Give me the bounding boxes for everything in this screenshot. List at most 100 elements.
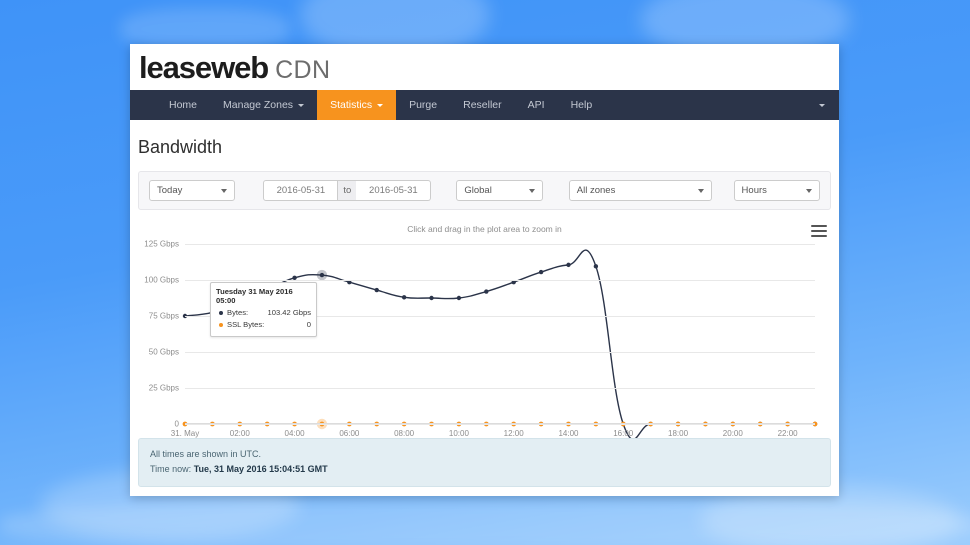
region-select-value: Global — [464, 185, 492, 196]
chart-x-tick-label: 06:00 — [339, 429, 360, 438]
chart-tooltip: Tuesday 31 May 2016 05:00 Bytes: 103.42 … — [210, 282, 317, 337]
chart-data-point[interactable] — [566, 262, 571, 268]
bandwidth-chart: Click and drag in the plot area to zoom … — [138, 222, 831, 466]
logo-leaseweb: leaseweb — [139, 50, 269, 85]
footer-time-now-value: Tue, 31 May 2016 15:04:51 GMT — [193, 464, 328, 474]
zones-select-value: All zones — [576, 185, 616, 196]
chart-data-point[interactable] — [374, 287, 379, 293]
logo[interactable]: leaseweb CDN — [137, 52, 839, 83]
nav-item-statistics[interactable]: Statistics — [317, 90, 397, 120]
chart-gridline — [185, 352, 815, 353]
chart-y-tick-label: 50 Gbps — [148, 347, 179, 357]
chart-x-tick-label: 04:00 — [284, 429, 305, 438]
region-select[interactable]: Global — [456, 180, 543, 201]
nav-label: Reseller — [463, 99, 502, 111]
chevron-down-icon — [221, 188, 228, 193]
timezone-footer: All times are shown in UTC. Time now: Tu… — [138, 438, 831, 487]
chart-data-point[interactable] — [593, 264, 599, 269]
nav-label: Statistics — [330, 99, 373, 111]
chevron-down-icon — [298, 103, 305, 107]
browser-window: leaseweb CDN Home Manage Zones Statistic… — [130, 44, 839, 496]
main-navigation: Home Manage Zones Statistics Purge Resel… — [130, 90, 839, 120]
nav-item-manage-zones[interactable]: Manage Zones — [210, 90, 317, 120]
tooltip-row-bytes: Bytes: 103.42 Gbps — [216, 307, 311, 319]
filter-toolbar: Today 2016-05-31 to 2016-05-31 Global Al… — [138, 171, 831, 210]
logo-cdn: CDN — [275, 56, 331, 84]
chevron-down-icon — [819, 103, 825, 107]
nav-item-reseller[interactable]: Reseller — [450, 90, 515, 120]
chart-subtitle: Click and drag in the plot area to zoom … — [407, 224, 562, 234]
chart-data-point[interactable] — [511, 279, 516, 285]
chart-gridline — [185, 244, 815, 245]
chart-gridline — [185, 424, 815, 425]
chart-data-point[interactable] — [292, 275, 297, 281]
nav-item-help[interactable]: Help — [558, 90, 606, 120]
chevron-down-icon — [805, 188, 812, 193]
chart-line-bytes — [184, 249, 816, 440]
nav-label: Manage Zones — [223, 99, 294, 111]
chevron-down-icon — [528, 188, 535, 193]
chart-gridline — [185, 316, 815, 317]
chevron-down-icon — [697, 188, 704, 193]
nav-account-toggle[interactable] — [814, 90, 825, 120]
chart-data-point[interactable] — [484, 289, 489, 294]
nav-label: Purge — [409, 99, 438, 111]
period-select[interactable]: Today — [149, 180, 236, 201]
nav-item-home[interactable]: Home — [156, 90, 210, 120]
chart-y-tick-label: 0 — [174, 419, 179, 429]
chart-data-point[interactable] — [812, 421, 818, 427]
chart-gridline — [185, 388, 815, 389]
chart-x-tick-label: 10:00 — [448, 429, 469, 438]
chart-data-point[interactable] — [401, 295, 407, 300]
footer-utc-note: All times are shown in UTC. — [150, 449, 262, 459]
chart-x-tick-label: 31. May — [170, 429, 200, 438]
chart-data-point[interactable] — [319, 272, 325, 278]
zones-select[interactable]: All zones — [568, 180, 712, 201]
chart-data-point[interactable] — [456, 295, 462, 301]
chart-y-tick-label: 75 Gbps — [148, 311, 179, 321]
series-color-dot — [219, 323, 223, 327]
date-range-group: 2016-05-31 to 2016-05-31 — [263, 180, 432, 201]
date-to-input[interactable]: 2016-05-31 — [356, 180, 432, 201]
tooltip-value: 0 — [306, 320, 311, 329]
chart-x-tick-label: 20:00 — [722, 429, 743, 438]
chart-x-axis — [185, 423, 815, 424]
hamburger-menu-icon[interactable] — [811, 224, 827, 238]
date-from-input[interactable]: 2016-05-31 — [263, 180, 339, 201]
chart-x-tick-label: 16:00 — [613, 429, 634, 438]
tooltip-row-ssl-bytes: SSL Bytes: 0 — [216, 319, 311, 331]
chart-y-tick-label: 25 Gbps — [148, 383, 179, 393]
chart-y-tick-label: 125 Gbps — [144, 239, 179, 249]
nav-item-api[interactable]: API — [515, 90, 558, 120]
period-select-value: Today — [157, 185, 183, 196]
chart-x-tick-label: 18:00 — [668, 429, 689, 438]
tooltip-title: Tuesday 31 May 2016 05:00 — [216, 287, 293, 305]
chart-data-point[interactable] — [429, 295, 434, 301]
date-range-separator: to — [338, 180, 357, 201]
wallpaper-decoration — [0, 500, 970, 545]
nav-label: API — [527, 99, 545, 111]
chart-gridline — [185, 280, 815, 281]
granularity-select[interactable]: Hours — [733, 180, 820, 201]
chart-x-tick-label: 12:00 — [503, 429, 524, 438]
chart-plot-area[interactable]: Tuesday 31 May 2016 05:00 Bytes: 103.42 … — [144, 240, 818, 440]
footer-time-now-label: Time now: — [150, 464, 192, 474]
chart-data-point[interactable] — [347, 279, 352, 285]
chart-x-tick-label: 22:00 — [777, 429, 798, 438]
tooltip-label: Bytes: — [227, 308, 249, 317]
granularity-select-value: Hours — [741, 185, 767, 196]
chart-y-tick-label: 100 Gbps — [144, 275, 179, 285]
tooltip-value: 103.42 Gbps — [267, 308, 312, 317]
chart-x-tick-label: 02:00 — [229, 429, 250, 438]
chart-x-tick-label: 08:00 — [394, 429, 415, 438]
brand-header: leaseweb CDN — [130, 44, 839, 90]
chart-data-point[interactable] — [538, 269, 544, 275]
chart-x-tick-label: 14:00 — [558, 429, 579, 438]
nav-item-purge[interactable]: Purge — [396, 90, 450, 120]
page-body: Bandwidth Today 2016-05-31 to 2016-05-31… — [130, 120, 839, 496]
chevron-down-icon — [377, 103, 384, 107]
nav-label: Help — [570, 99, 593, 111]
nav-label: Home — [169, 99, 198, 111]
footer-time-now: Time now: Tue, 31 May 2016 15:04:51 GMT — [150, 462, 819, 477]
page-title: Bandwidth — [138, 137, 223, 157]
